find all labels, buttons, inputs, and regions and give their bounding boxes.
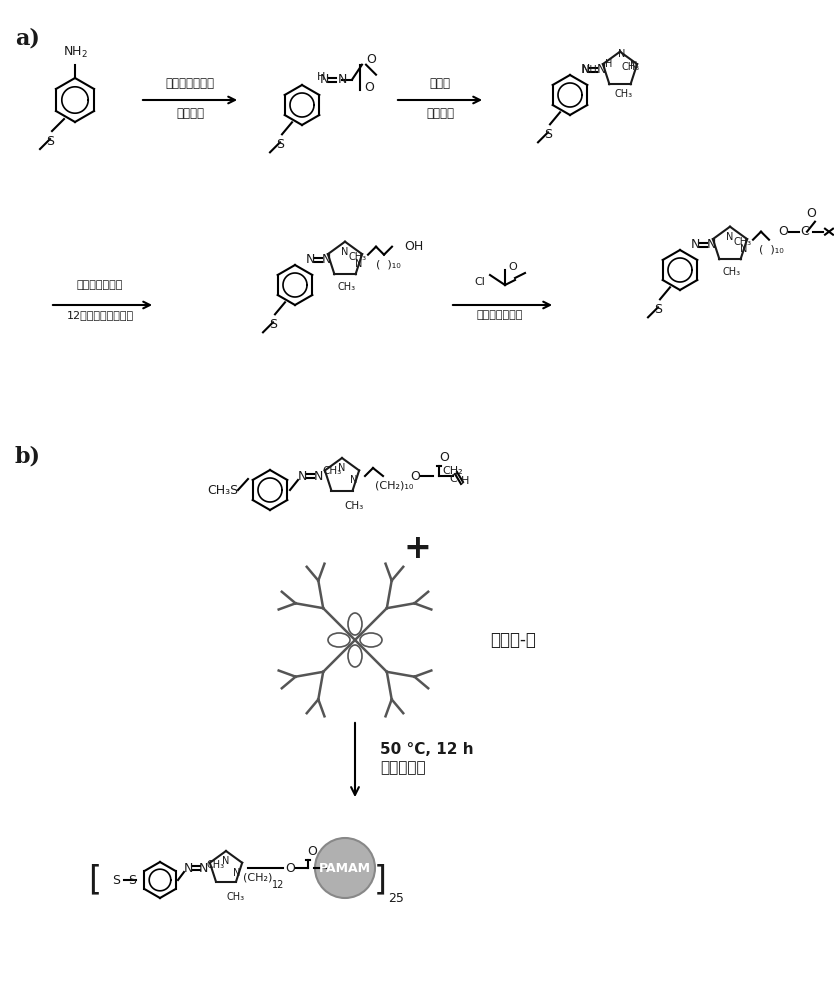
Text: O: O (285, 861, 295, 874)
Text: CH₃: CH₃ (227, 892, 245, 902)
Text: S: S (128, 874, 137, 886)
Text: CH₃: CH₃ (349, 252, 367, 262)
Text: 迈克尔加成: 迈克尔加成 (380, 760, 425, 776)
Text: a): a) (15, 28, 40, 50)
Circle shape (315, 838, 375, 898)
Text: +: + (403, 532, 431, 564)
Text: (CH₂)₁₀: (CH₂)₁₀ (375, 481, 414, 491)
Text: C: C (801, 225, 809, 238)
Text: N: N (198, 861, 208, 874)
Text: O: O (364, 81, 374, 94)
Text: CH₂: CH₂ (443, 466, 464, 476)
Text: N: N (691, 238, 700, 251)
Text: S: S (113, 874, 120, 886)
Text: CH₃: CH₃ (734, 237, 751, 247)
Text: N: N (341, 247, 349, 257)
Text: S: S (276, 138, 284, 151)
Text: O: O (508, 262, 517, 272)
Text: 乙醇回流: 乙醇回流 (426, 107, 454, 120)
Text: N: N (183, 861, 193, 874)
Text: CH₃: CH₃ (323, 466, 342, 476)
Text: N: N (350, 475, 358, 485)
Text: N: N (726, 232, 734, 242)
Text: H: H (461, 476, 470, 486)
Text: 50 °C, 12 h: 50 °C, 12 h (380, 742, 474, 758)
Text: (  )₁₀: ( )₁₀ (375, 260, 400, 270)
Text: N: N (596, 63, 605, 76)
Text: C: C (450, 474, 457, 484)
Text: N: N (618, 49, 626, 59)
Text: N: N (631, 61, 638, 71)
Text: 乙酰丙酮: 乙酰丙酮 (176, 107, 204, 120)
Text: N: N (338, 73, 348, 86)
Text: CH₃: CH₃ (615, 89, 632, 99)
Text: NH$_2$: NH$_2$ (63, 45, 88, 60)
Text: N: N (297, 470, 307, 483)
Text: CH₃: CH₃ (621, 62, 640, 72)
Text: S: S (46, 135, 54, 148)
Text: N: N (339, 463, 345, 473)
Text: 12: 12 (272, 880, 284, 890)
Text: 碘化钾，碳酸钾: 碘化钾，碳酸钾 (77, 280, 123, 290)
Text: 水合肼: 水合肼 (430, 77, 450, 90)
Text: O: O (806, 207, 816, 220)
Text: (CH₂): (CH₂) (244, 873, 273, 883)
Text: b): b) (15, 445, 41, 467)
Text: [: [ (88, 863, 102, 896)
Text: N: N (223, 856, 229, 866)
Text: NH: NH (582, 65, 597, 75)
Text: O: O (307, 845, 317, 858)
Text: N: N (305, 253, 314, 266)
Text: ]: ] (374, 863, 386, 896)
Text: O: O (439, 451, 449, 464)
Text: 盐酸，亚硝酸钠: 盐酸，亚硝酸钠 (165, 77, 214, 90)
Text: CH₃: CH₃ (344, 501, 363, 511)
Text: CH₃: CH₃ (207, 860, 225, 870)
Text: 四氢呋喃，冰浴: 四氢呋喃，冰浴 (477, 310, 523, 320)
Text: N: N (580, 63, 590, 76)
Text: O: O (366, 53, 376, 66)
Text: O: O (410, 470, 420, 483)
Text: S: S (654, 303, 662, 316)
Text: H: H (605, 59, 612, 69)
Text: 12溴十二烷醇，丙酮: 12溴十二烷醇，丙酮 (67, 310, 133, 320)
Text: N: N (321, 253, 331, 266)
Text: H: H (317, 72, 325, 82)
Text: N: N (234, 868, 241, 878)
Text: PAMAM: PAMAM (319, 861, 371, 874)
Text: CH₃: CH₃ (338, 282, 355, 292)
Text: OH: OH (404, 240, 423, 253)
Text: N: N (320, 73, 329, 86)
Text: O: O (778, 225, 788, 238)
Text: CH₃: CH₃ (722, 267, 741, 277)
Text: N: N (741, 244, 748, 254)
Text: S: S (544, 128, 552, 141)
Text: CH₃S: CH₃S (207, 484, 238, 496)
Text: S: S (269, 318, 277, 331)
Text: N: N (706, 238, 716, 251)
Text: Cl: Cl (474, 277, 485, 287)
Text: N: N (355, 259, 363, 269)
Text: 25: 25 (388, 892, 404, 905)
Text: 聚酰胺-胺: 聚酰胺-胺 (490, 631, 536, 649)
Text: (  )₁₀: ( )₁₀ (759, 245, 783, 255)
Text: N: N (314, 470, 323, 483)
